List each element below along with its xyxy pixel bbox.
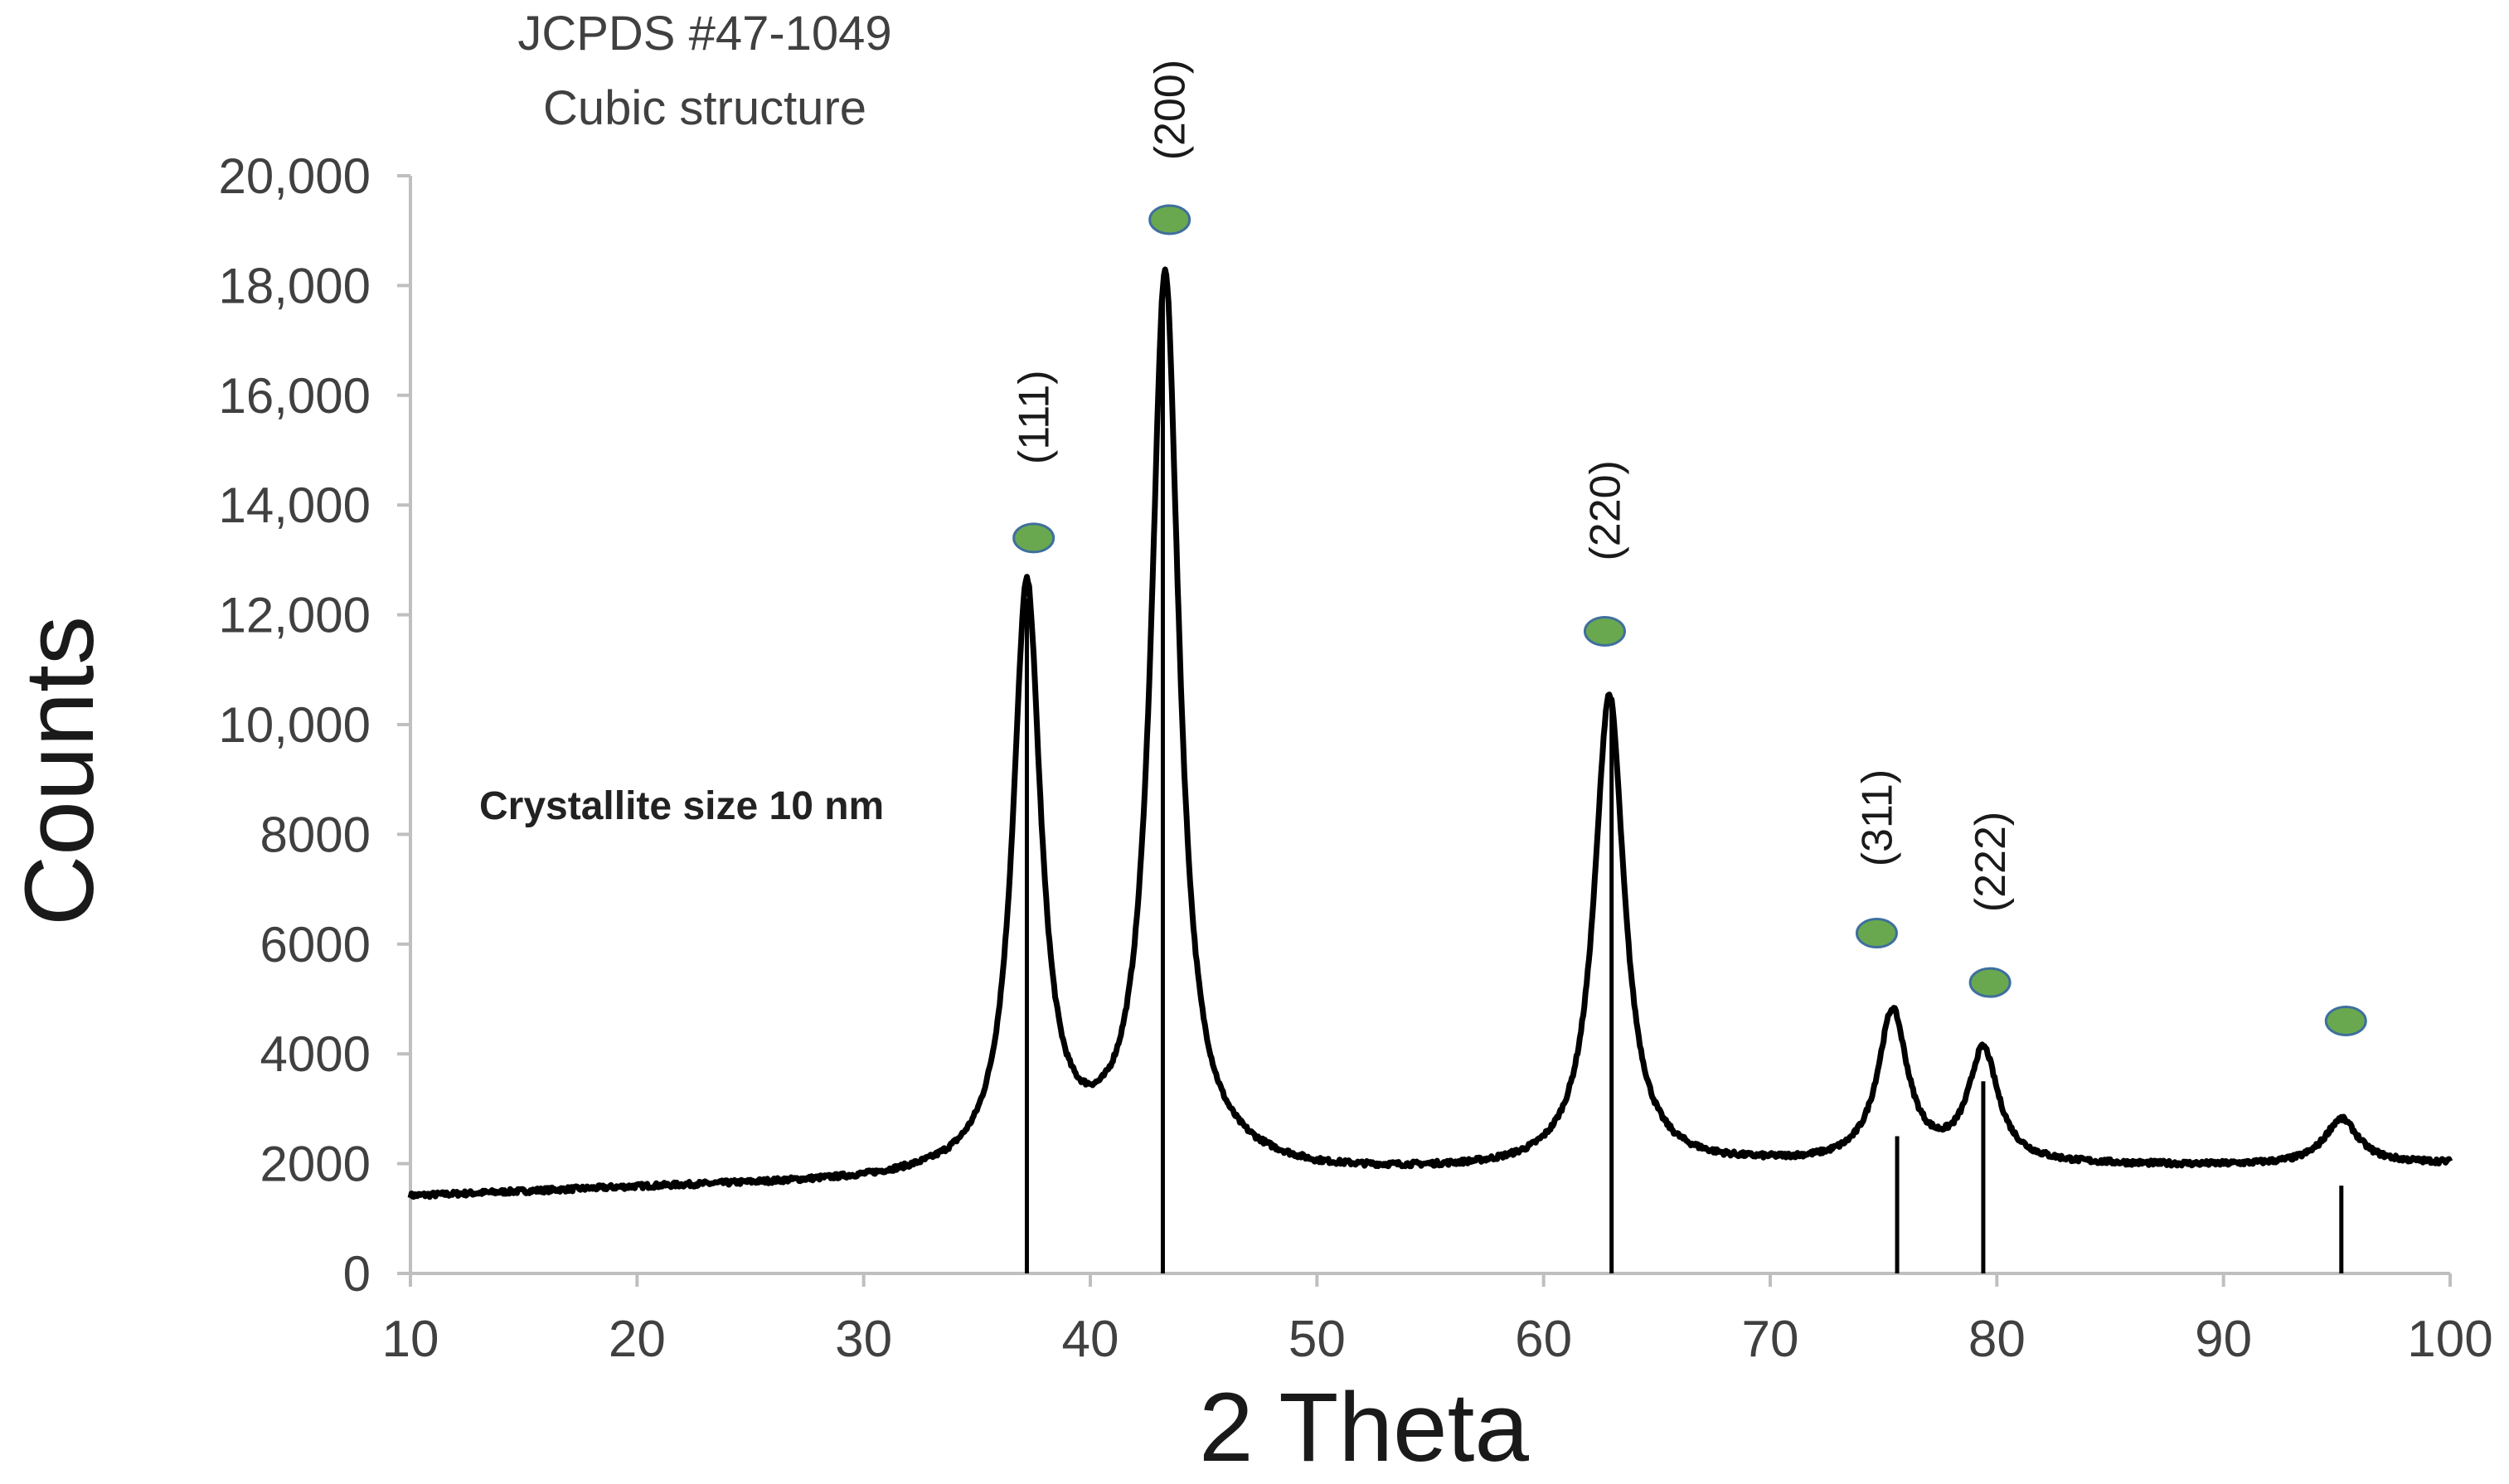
peak-marker bbox=[1968, 967, 2012, 998]
y-tick-label: 4000 bbox=[260, 1026, 371, 1082]
peak-marker bbox=[1855, 918, 1898, 949]
tick-labels: 10 20 30 40 50 60 70 80 90 100 0 2000 4000 6000 8000 10… bbox=[218, 148, 2492, 1368]
y-tick-label: 6000 bbox=[260, 917, 371, 972]
reference-lines bbox=[1024, 285, 2344, 1273]
x-tick-label: 70 bbox=[1742, 1311, 1799, 1368]
y-tick-label: 0 bbox=[343, 1246, 371, 1302]
peak-marker bbox=[1148, 204, 1191, 235]
y-tick-label: 14,000 bbox=[218, 478, 371, 533]
y-tick-label: 20,000 bbox=[218, 148, 371, 204]
peak-marker bbox=[1583, 615, 1626, 647]
axes bbox=[397, 174, 2452, 1287]
y-tick-label: 16,000 bbox=[218, 368, 371, 424]
miller-index-label: (220) bbox=[1581, 460, 1629, 560]
x-tick-label: 50 bbox=[1288, 1311, 1346, 1368]
x-tick-label: 90 bbox=[2195, 1311, 2252, 1368]
y-tick-label: 18,000 bbox=[218, 258, 371, 313]
miller-index-label: (200) bbox=[1147, 60, 1195, 160]
miller-index-label: (222) bbox=[1967, 812, 2015, 912]
peak-marker bbox=[2324, 1005, 2367, 1036]
x-tick-label: 20 bbox=[609, 1311, 666, 1368]
x-tick-label: 100 bbox=[2407, 1311, 2492, 1368]
y-axis-label: Counts bbox=[5, 616, 114, 926]
miller-index-label: (311) bbox=[1853, 769, 1901, 867]
x-tick-label: 10 bbox=[382, 1311, 439, 1368]
x-tick-label: 30 bbox=[835, 1311, 892, 1368]
diffraction-trace bbox=[407, 266, 2453, 1200]
peak-markers: (111) (200) (220) (311) (222) bbox=[1011, 60, 2367, 1036]
y-tick-label: 10,000 bbox=[218, 697, 371, 753]
crystallite-size-annotation: Crystallite size 10 nm bbox=[479, 784, 884, 828]
x-axis-label: 2 Theta bbox=[1199, 1373, 1529, 1482]
y-tick-label: 12,000 bbox=[218, 588, 371, 643]
y-tick-label: 2000 bbox=[260, 1137, 371, 1192]
x-tick-label: 80 bbox=[1968, 1311, 2026, 1368]
miller-index-label: (111) bbox=[1011, 370, 1059, 464]
y-tick-label: 8000 bbox=[260, 807, 371, 862]
structure-note: Cubic structure bbox=[543, 81, 866, 135]
x-tick-label: 40 bbox=[1062, 1311, 1119, 1368]
jcpds-note: JCPDS #47-1049 bbox=[517, 7, 891, 61]
peak-marker bbox=[1012, 522, 1056, 554]
x-tick-label: 60 bbox=[1515, 1311, 1572, 1368]
